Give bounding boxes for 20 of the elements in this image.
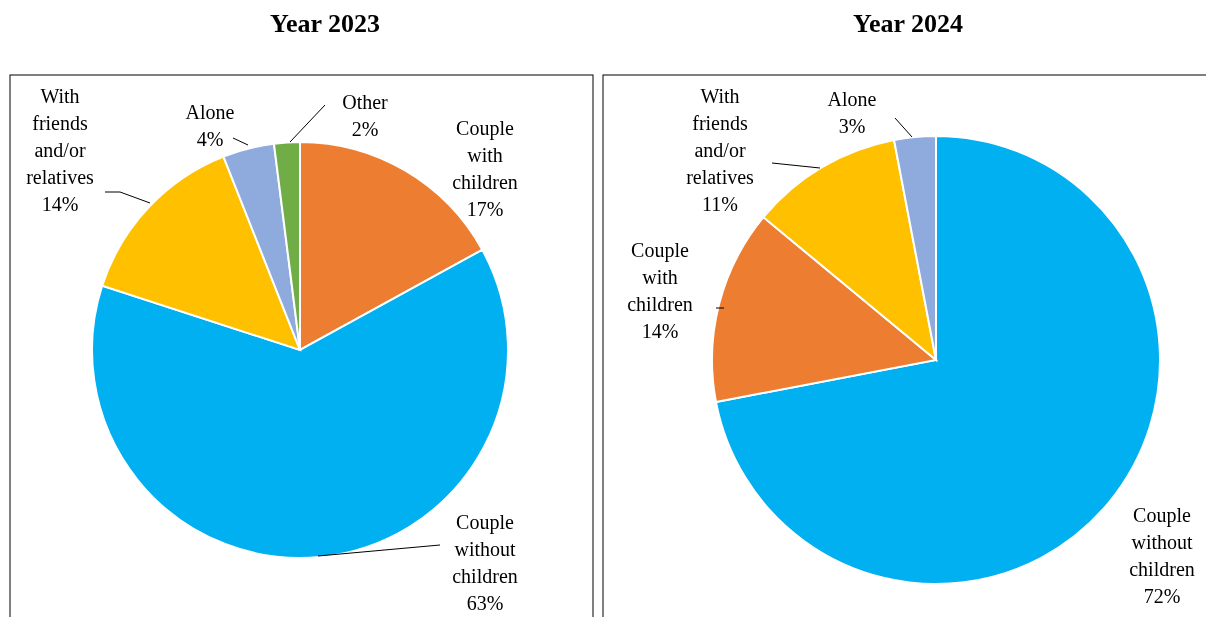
slice-label: Couple without children (452, 510, 518, 587)
slice-label: Couple without children (1129, 503, 1195, 580)
data-label: 17% (466, 197, 504, 220)
slice-label: Other (342, 90, 389, 113)
slice-label: Couple with children (627, 238, 693, 315)
slice-label: Alone (827, 87, 877, 110)
data-label: 72% (1143, 584, 1181, 607)
chart-title: Year 2023 (269, 9, 381, 38)
data-label: 4% (196, 127, 224, 150)
data-label: 2% (351, 117, 379, 140)
data-label: 11% (702, 193, 738, 215)
data-label: 14% (41, 193, 79, 215)
slice-label: With friends and/or relatives (26, 85, 95, 188)
data-label: 3% (838, 114, 866, 137)
slice-label: Couple with children (452, 116, 518, 193)
chart-title: Year 2024 (852, 9, 964, 38)
slice-label: Alone (185, 100, 235, 123)
data-label: 14% (641, 319, 679, 342)
data-label: 63% (466, 591, 504, 614)
slice-label: With friends and/or relatives (686, 85, 755, 188)
